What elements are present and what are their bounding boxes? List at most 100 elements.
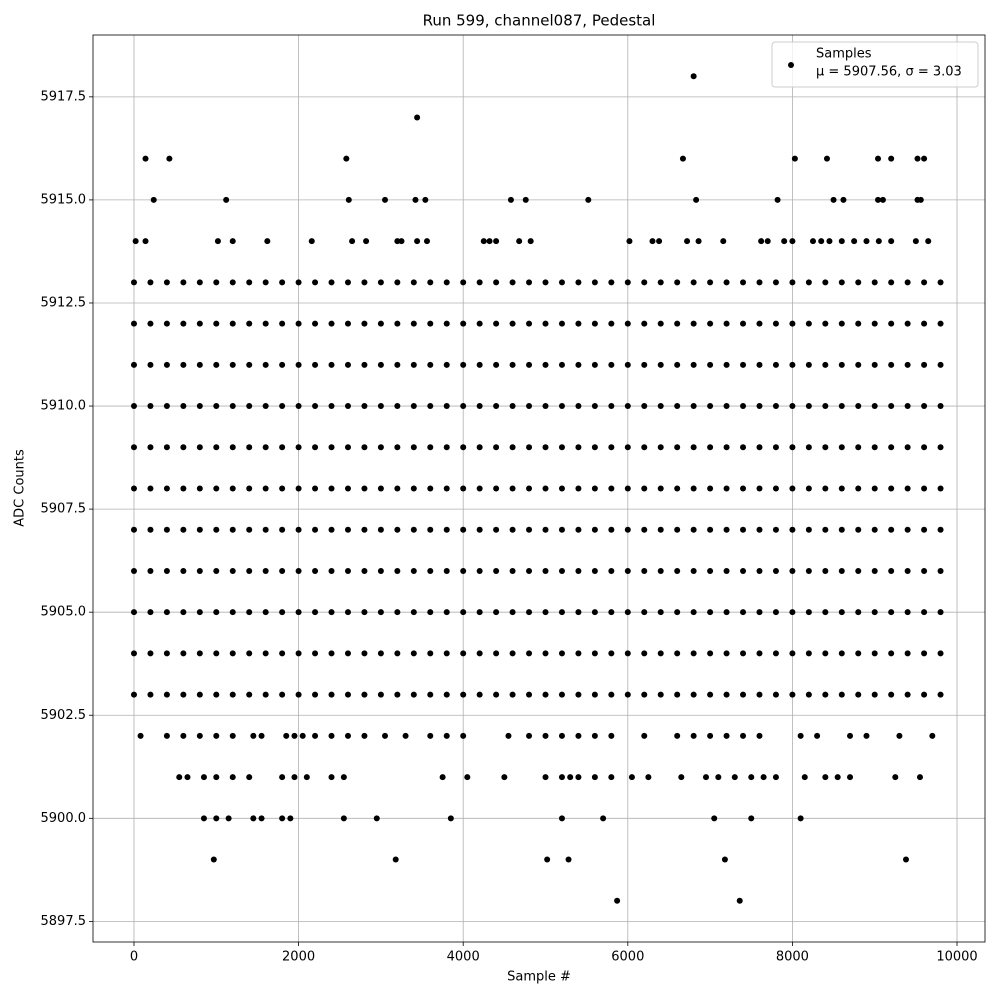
data-point xyxy=(674,609,681,616)
data-point xyxy=(851,238,858,245)
data-point xyxy=(410,526,417,533)
data-point xyxy=(591,403,598,410)
data-point xyxy=(493,691,500,698)
data-point xyxy=(871,320,878,327)
data-point xyxy=(657,650,664,657)
data-point xyxy=(130,320,137,327)
data-point xyxy=(258,815,265,822)
data-point xyxy=(937,320,944,327)
data-point xyxy=(344,526,351,533)
data-point xyxy=(789,526,796,533)
data-point xyxy=(427,320,434,327)
x-tick-label: 0 xyxy=(130,950,138,965)
data-point xyxy=(789,403,796,410)
data-point xyxy=(303,774,310,781)
data-point xyxy=(493,444,500,451)
data-point xyxy=(526,691,533,698)
data-point xyxy=(888,155,895,162)
data-point xyxy=(772,320,779,327)
data-point xyxy=(764,238,771,245)
data-point xyxy=(443,650,450,657)
data-point xyxy=(921,567,928,574)
data-point xyxy=(163,650,170,657)
data-point xyxy=(196,526,203,533)
data-point xyxy=(343,155,350,162)
data-point xyxy=(287,815,294,822)
data-point xyxy=(740,732,747,739)
data-point xyxy=(246,526,253,533)
data-point xyxy=(427,732,434,739)
data-point xyxy=(690,73,697,80)
data-point xyxy=(684,238,691,245)
data-point xyxy=(690,650,697,657)
data-point xyxy=(493,279,500,286)
data-point xyxy=(558,691,565,698)
data-point xyxy=(163,691,170,698)
data-point xyxy=(344,485,351,492)
data-point xyxy=(871,403,878,410)
data-point xyxy=(723,691,730,698)
data-point xyxy=(493,650,500,657)
data-point xyxy=(690,691,697,698)
data-point xyxy=(163,320,170,327)
data-point xyxy=(937,279,944,286)
data-point xyxy=(641,567,648,574)
data-point xyxy=(855,691,862,698)
data-point xyxy=(542,774,549,781)
data-point xyxy=(509,567,516,574)
data-point xyxy=(340,774,347,781)
data-point xyxy=(163,361,170,368)
data-point xyxy=(200,774,207,781)
data-point xyxy=(818,238,825,245)
data-point xyxy=(723,526,730,533)
data-point xyxy=(863,238,870,245)
data-point xyxy=(892,774,899,781)
data-point xyxy=(361,609,368,616)
data-point xyxy=(526,526,533,533)
data-point xyxy=(295,691,302,698)
data-point xyxy=(772,650,779,657)
data-point xyxy=(299,732,306,739)
data-point xyxy=(377,444,384,451)
data-point xyxy=(229,567,236,574)
data-point xyxy=(591,609,598,616)
data-point xyxy=(904,320,911,327)
data-point xyxy=(702,774,709,781)
data-point xyxy=(756,609,763,616)
data-point xyxy=(526,732,533,739)
data-point xyxy=(888,526,895,533)
data-point xyxy=(641,444,648,451)
data-point xyxy=(361,567,368,574)
data-point xyxy=(526,444,533,451)
data-point xyxy=(262,361,269,368)
data-point xyxy=(823,155,830,162)
data-point xyxy=(312,320,319,327)
data-point xyxy=(904,609,911,616)
data-point xyxy=(591,774,598,781)
data-point xyxy=(312,361,319,368)
data-point xyxy=(772,609,779,616)
data-point xyxy=(690,444,697,451)
data-point xyxy=(805,567,812,574)
data-point xyxy=(295,609,302,616)
data-point xyxy=(526,650,533,657)
data-point xyxy=(789,650,796,657)
data-point xyxy=(822,485,829,492)
data-point xyxy=(163,732,170,739)
data-point xyxy=(443,732,450,739)
data-point xyxy=(516,238,523,245)
data-point xyxy=(344,567,351,574)
y-tick-label: 5917.5 xyxy=(41,89,87,104)
data-point xyxy=(328,609,335,616)
data-point xyxy=(427,526,434,533)
data-point xyxy=(855,526,862,533)
data-point xyxy=(476,320,483,327)
data-point xyxy=(695,238,702,245)
data-point xyxy=(509,361,516,368)
data-point xyxy=(542,361,549,368)
data-point xyxy=(501,774,508,781)
data-point xyxy=(480,238,487,245)
data-point xyxy=(137,732,144,739)
data-point xyxy=(781,238,788,245)
data-point xyxy=(937,567,944,574)
